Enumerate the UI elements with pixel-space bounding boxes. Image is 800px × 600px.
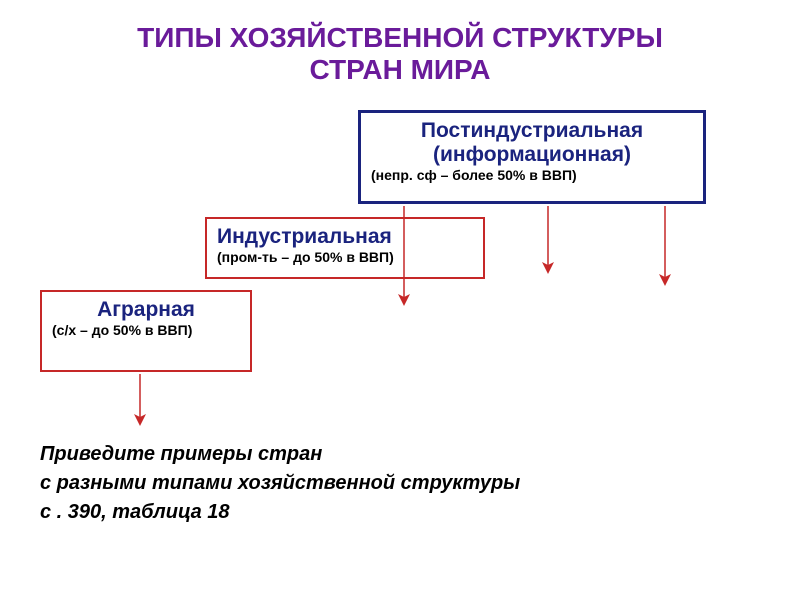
box-post-title-line1: Постиндустриальная: [421, 119, 643, 142]
box-ind-title: Индустриальная: [217, 225, 473, 249]
page-title: ТИПЫ ХОЗЯЙСТВЕННОЙ СТРУКТУРЫ СТРАН МИРА: [0, 22, 800, 86]
title-line1: ТИПЫ ХОЗЯЙСТВЕННОЙ СТРУКТУРЫ: [137, 22, 663, 53]
box-postindustrial: Постиндустриальная (информационная) (неп…: [358, 110, 706, 204]
box-post-title-line2: (информационная): [433, 143, 631, 166]
box-agr-title: Аграрная: [52, 298, 240, 322]
title-line2: СТРАН МИРА: [310, 54, 491, 85]
box-post-title: Постиндустриальная (информационная): [371, 119, 693, 167]
footer-line2: с разными типами хозяйственной структуры: [40, 472, 520, 494]
footer-text: Приведите примеры стран с разными типами…: [40, 440, 520, 527]
footer-line3: с . 390, таблица 18: [40, 501, 230, 523]
box-agrarian: Аграрная (с/х – до 50% в ВВП): [40, 290, 252, 372]
box-agr-subtitle: (с/х – до 50% в ВВП): [52, 322, 240, 338]
box-ind-subtitle: (пром-ть – до 50% в ВВП): [217, 249, 473, 265]
box-post-subtitle: (непр. сф – более 50% в ВВП): [371, 167, 693, 183]
footer-line1: Приведите примеры стран: [40, 443, 322, 465]
box-industrial: Индустриальная (пром-ть – до 50% в ВВП): [205, 217, 485, 279]
